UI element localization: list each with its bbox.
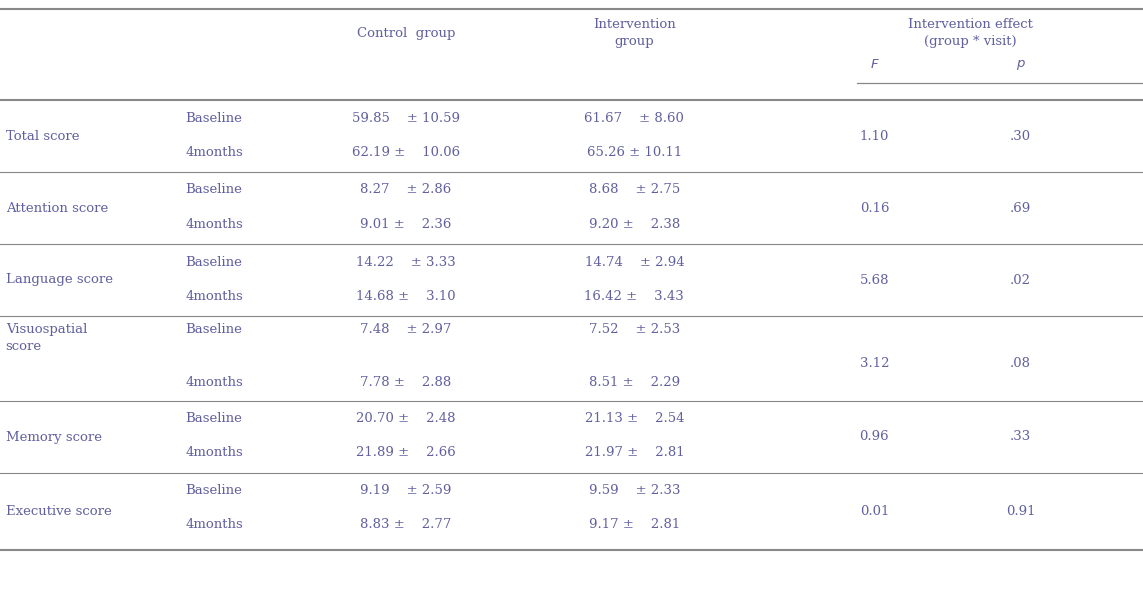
Text: 14.22    ± 3.33: 14.22 ± 3.33 — [355, 256, 456, 269]
Text: 8.68    ± 2.75: 8.68 ± 2.75 — [589, 184, 680, 197]
Text: score: score — [6, 339, 42, 352]
Text: Visuospatial: Visuospatial — [6, 323, 87, 336]
Text: 7.52    ± 2.53: 7.52 ± 2.53 — [589, 323, 680, 336]
Text: 21.13 ±    2.54: 21.13 ± 2.54 — [584, 412, 685, 425]
Text: 8.27    ± 2.86: 8.27 ± 2.86 — [360, 184, 451, 197]
Text: 62.19 ±    10.06: 62.19 ± 10.06 — [352, 145, 459, 158]
Text: 4months: 4months — [185, 290, 243, 303]
Text: 0.91: 0.91 — [1006, 505, 1036, 518]
Text: 0.16: 0.16 — [860, 201, 889, 214]
Text: 9.20 ±    2.38: 9.20 ± 2.38 — [589, 217, 680, 230]
Text: 16.42 ±    3.43: 16.42 ± 3.43 — [584, 290, 685, 303]
Text: $F$: $F$ — [870, 58, 879, 71]
Text: Total score: Total score — [6, 130, 79, 143]
Text: 3.12: 3.12 — [860, 357, 889, 370]
Text: 9.17 ±    2.81: 9.17 ± 2.81 — [589, 518, 680, 531]
Text: Baseline: Baseline — [185, 256, 242, 269]
Text: 4months: 4months — [185, 217, 243, 230]
Text: 65.26 ± 10.11: 65.26 ± 10.11 — [586, 145, 682, 158]
Text: 9.19    ± 2.59: 9.19 ± 2.59 — [360, 485, 451, 498]
Text: 14.74    ± 2.94: 14.74 ± 2.94 — [584, 256, 685, 269]
Text: 59.85    ± 10.59: 59.85 ± 10.59 — [352, 111, 459, 124]
Text: Control  group: Control group — [357, 27, 455, 39]
Text: Baseline: Baseline — [185, 323, 242, 336]
Text: 5.68: 5.68 — [860, 273, 889, 286]
Text: 9.59    ± 2.33: 9.59 ± 2.33 — [589, 485, 680, 498]
Text: 4months: 4months — [185, 376, 243, 389]
Text: 61.67    ± 8.60: 61.67 ± 8.60 — [584, 111, 685, 124]
Text: 9.01 ±    2.36: 9.01 ± 2.36 — [360, 217, 451, 230]
Text: Memory score: Memory score — [6, 431, 102, 444]
Text: 0.01: 0.01 — [860, 505, 889, 518]
Text: 21.89 ±    2.66: 21.89 ± 2.66 — [355, 446, 456, 459]
Text: Attention score: Attention score — [6, 201, 107, 214]
Text: 21.97 ±    2.81: 21.97 ± 2.81 — [584, 446, 685, 459]
Text: Language score: Language score — [6, 273, 113, 286]
Text: .69: .69 — [1010, 201, 1031, 214]
Text: $p$: $p$ — [1016, 58, 1025, 72]
Text: 8.83 ±    2.77: 8.83 ± 2.77 — [360, 518, 451, 531]
Text: Intervention
group: Intervention group — [593, 18, 676, 48]
Text: Intervention effect
(group * visit): Intervention effect (group * visit) — [908, 18, 1033, 48]
Text: Executive score: Executive score — [6, 505, 112, 518]
Text: 4months: 4months — [185, 145, 243, 158]
Text: Baseline: Baseline — [185, 111, 242, 124]
Text: .30: .30 — [1010, 130, 1031, 143]
Text: .02: .02 — [1010, 273, 1031, 286]
Text: .08: .08 — [1010, 357, 1031, 370]
Text: Baseline: Baseline — [185, 184, 242, 197]
Text: 1.10: 1.10 — [860, 130, 889, 143]
Text: .33: .33 — [1010, 431, 1031, 444]
Text: 14.68 ±    3.10: 14.68 ± 3.10 — [355, 290, 456, 303]
Text: Baseline: Baseline — [185, 485, 242, 498]
Text: 7.48    ± 2.97: 7.48 ± 2.97 — [360, 323, 451, 336]
Text: 8.51 ±    2.29: 8.51 ± 2.29 — [589, 376, 680, 389]
Text: 0.96: 0.96 — [860, 431, 889, 444]
Text: 7.78 ±    2.88: 7.78 ± 2.88 — [360, 376, 451, 389]
Text: 4months: 4months — [185, 446, 243, 459]
Text: Baseline: Baseline — [185, 412, 242, 425]
Text: 4months: 4months — [185, 518, 243, 531]
Text: 20.70 ±    2.48: 20.70 ± 2.48 — [355, 412, 456, 425]
